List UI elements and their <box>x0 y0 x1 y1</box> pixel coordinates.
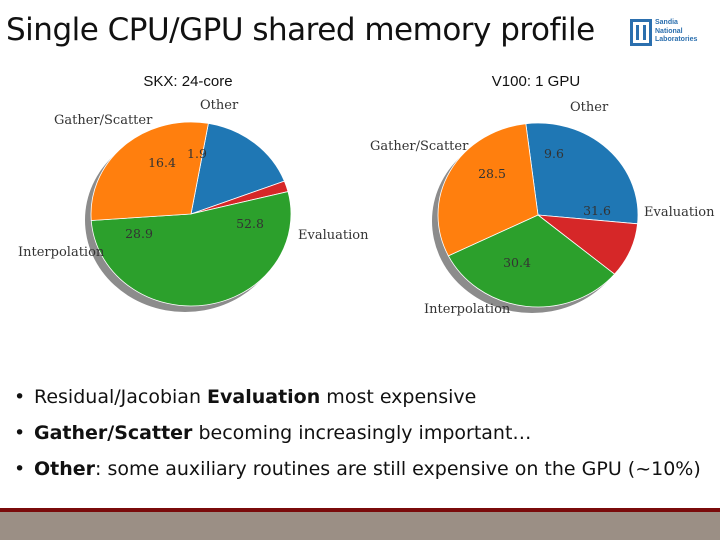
bullet-item: • Gather/Scatter becoming increasingly im… <box>14 422 714 444</box>
bullet-text: Residual/Jacobian <box>34 386 208 408</box>
pie-category-label: Other <box>200 98 239 113</box>
bullet-text: most expensive <box>320 386 477 408</box>
bullet-text: becoming increasingly important… <box>192 422 532 444</box>
pie-charts: SKX: 24-core V100: 1 GPU Gather/Scatter 1… <box>18 73 715 317</box>
bullet-dot: • <box>14 458 26 480</box>
pie-slice-gather-scatter <box>190 122 285 215</box>
pie-chart-v100: Gather/Scatter 28.5 Other 9.6 Evaluation 31.6… <box>370 100 715 317</box>
bullet-item: • Other: some auxiliary routines are stil… <box>14 458 714 480</box>
chart-title-skx: SKX: 24-core <box>143 73 232 90</box>
sandia-thunderbird-icon <box>630 19 652 46</box>
pie-slice-gather-scatter <box>525 122 639 225</box>
pie-value-label: 30.4 <box>503 255 531 270</box>
chart-title-v100: V100: 1 GPU <box>492 73 580 90</box>
pie-slice-interpolation <box>437 123 539 257</box>
pie-category-label: Gather/Scatter <box>370 139 469 154</box>
pie-value-label: 28.9 <box>125 226 153 241</box>
pie-value-label: 28.5 <box>478 166 506 181</box>
pie-category-label: Evaluation <box>644 205 715 220</box>
pie-category-label: Interpolation <box>18 245 105 260</box>
pie-slice-evaluation <box>447 214 616 308</box>
pie-slice-evaluation <box>90 191 292 307</box>
pie-category-label: Gather/Scatter <box>54 113 153 128</box>
bullet-dot: • <box>14 422 26 444</box>
logo-text-line: Sandia <box>655 19 678 26</box>
bullet-dot: • <box>14 386 26 408</box>
pie-value-label: 31.6 <box>583 203 611 218</box>
bullet-item: • Residual/Jacobian Evaluation most expen… <box>14 386 714 408</box>
pie-chart-skx: Gather/Scatter 16.4 Other 1.9 Evaluation 52.8… <box>18 98 369 312</box>
logo-text-line: Laboratories <box>655 36 698 43</box>
bullet-emphasis: Gather/Scatter <box>34 422 193 444</box>
bullet-text: : some auxiliary routines are still expe… <box>95 458 701 480</box>
pie-value-label: 52.8 <box>236 216 264 231</box>
pie-value-label: 16.4 <box>148 155 176 170</box>
pie-category-label: Evaluation <box>298 228 369 243</box>
bullet-list: • Residual/Jacobian Evaluation most expen… <box>14 386 714 494</box>
footer-bar <box>0 512 720 540</box>
bullet-emphasis: Other <box>34 458 96 480</box>
slide-title: Single CPU/GPU shared memory profile <box>6 12 595 48</box>
pie-value-label: 9.6 <box>544 146 564 161</box>
bullet-emphasis: Evaluation <box>207 386 321 408</box>
logo-text: Sandia National Laboratories <box>655 19 697 45</box>
pie-slice-interpolation <box>90 121 209 221</box>
logo-text-line: National <box>655 27 683 35</box>
pie-category-label: Interpolation <box>424 302 511 317</box>
footer-accent-line <box>0 508 720 512</box>
pie-category-label: Other <box>570 100 609 115</box>
sandia-logo: Sandia National Laboratories <box>630 18 697 48</box>
pie-value-label: 1.9 <box>187 146 207 161</box>
